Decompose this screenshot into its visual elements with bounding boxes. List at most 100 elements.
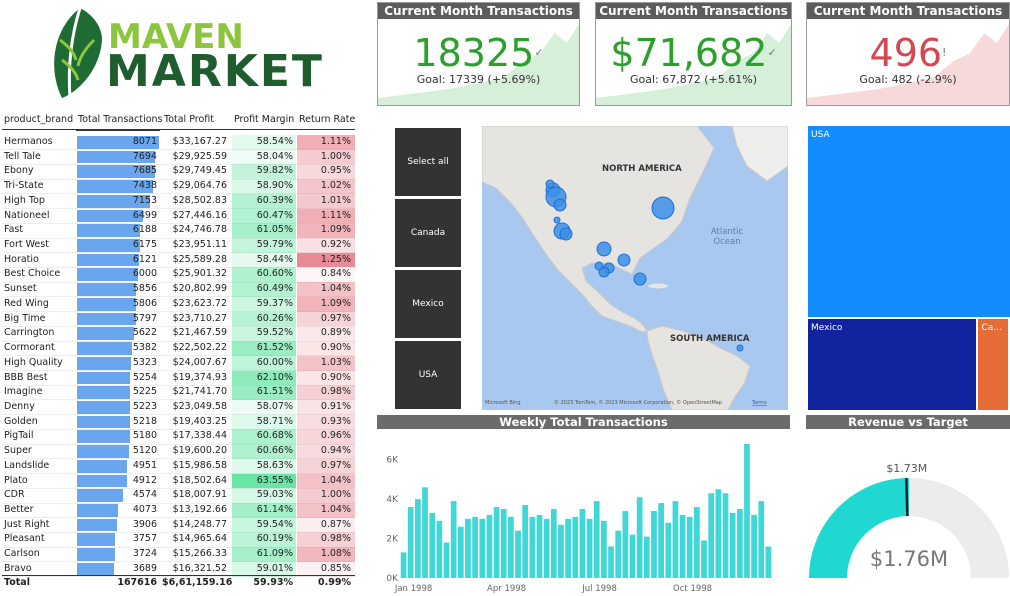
table-cell: 4912 <box>132 474 157 486</box>
table-cell: 0.98% <box>320 386 351 398</box>
bar <box>758 501 765 578</box>
return-cell-bg <box>297 296 355 312</box>
slicer-button[interactable]: Select all <box>395 128 461 196</box>
table-cell: 59.79% <box>256 239 293 251</box>
return-cell-bg <box>297 267 355 283</box>
margin-cell-bg <box>232 179 296 194</box>
table-cell: 63.55% <box>256 474 293 486</box>
table-cell: $20,802.99 <box>172 283 227 295</box>
row-rule <box>2 502 355 504</box>
table-cell: 60.26% <box>256 312 293 324</box>
return-cell-bg <box>297 208 355 224</box>
return-cell-bg <box>297 355 355 371</box>
margin-cell-bg <box>232 282 296 297</box>
table-cell: Tri-State <box>4 180 44 192</box>
table-cell: 1.08% <box>320 548 351 560</box>
return-cell-bg <box>297 341 355 356</box>
slicer-button[interactable]: USA <box>395 341 461 409</box>
table-cell: 0.94% <box>320 445 351 457</box>
bar <box>736 509 743 578</box>
header-rule <box>2 129 355 130</box>
chart-title: Weekly Total Transactions <box>377 415 790 429</box>
x-tick-label: Oct 1998 <box>673 584 712 594</box>
table-cell: $19,374.93 <box>172 371 227 383</box>
bar <box>615 530 622 578</box>
table-cell: $23,710.27 <box>172 312 227 324</box>
return-cell-bg <box>297 238 355 253</box>
land <box>648 283 668 289</box>
bar <box>744 443 750 578</box>
target-label: $1.73M <box>886 462 927 475</box>
gauge-target <box>905 478 909 517</box>
return-cell-bg <box>297 561 355 577</box>
row-rule <box>2 428 355 430</box>
bar <box>558 524 564 578</box>
slicer-button[interactable]: Mexico <box>395 270 461 338</box>
kpi-value-text: $71,682 <box>610 31 768 75</box>
table-cell: $23,623.72 <box>172 297 227 309</box>
bar <box>636 497 643 578</box>
transactions-bar <box>77 504 119 517</box>
total-cell: 167616 <box>117 577 157 588</box>
margin-cell-bg <box>232 135 296 150</box>
gauge-fill <box>809 478 909 578</box>
margin-cell-bg <box>232 399 296 415</box>
table-cell: 58.44% <box>256 253 293 265</box>
return-cell-bg <box>297 164 355 180</box>
transactions-bar <box>77 180 153 193</box>
x-tick-label: Jul 1998 <box>581 584 617 594</box>
kpi-icon: ✓ <box>534 46 544 59</box>
bar <box>486 514 493 578</box>
row-rule <box>2 473 355 475</box>
table-cell: 1.00% <box>320 150 351 162</box>
table-cell: 1.25% <box>320 253 351 265</box>
land <box>731 126 788 182</box>
bar <box>508 516 514 578</box>
return-cell-bg <box>297 517 355 533</box>
row-rule <box>2 237 355 239</box>
sparkline-area <box>807 24 1009 105</box>
slicer-button[interactable]: Canada <box>395 199 461 267</box>
table-cell: $17,338.44 <box>172 430 227 442</box>
bar <box>565 518 571 578</box>
table-cell: 7685 <box>132 165 157 177</box>
transactions-bar <box>77 224 140 238</box>
return-cell-bg <box>297 282 355 297</box>
table-cell: 60.00% <box>256 356 293 368</box>
bar <box>608 546 614 578</box>
table-cell: 59.54% <box>256 518 293 530</box>
table-cell: Better <box>4 504 34 515</box>
table-cell: Imagine <box>4 386 43 398</box>
table-cell: $18,007.91 <box>172 489 227 501</box>
table-cell: Red Wing <box>4 297 49 309</box>
kpi-goal: Goal: 17339 (+5.69%) <box>416 73 541 86</box>
return-cell-bg <box>297 135 355 150</box>
map-label: SOUTH AMERICA <box>670 334 750 344</box>
table-cell: $15,986.58 <box>172 459 227 471</box>
transactions-bar <box>77 533 116 547</box>
table-cell: 5180 <box>132 430 157 442</box>
table-cell: 59.01% <box>256 562 293 574</box>
table-cell: $33,167.27 <box>172 136 227 147</box>
transactions-bar <box>77 356 132 370</box>
map-terms[interactable]: Terms <box>751 400 767 406</box>
transactions-bar <box>77 400 131 414</box>
table-cell: $18,502.64 <box>172 474 227 486</box>
table-cell: 58.71% <box>256 415 293 427</box>
bar <box>593 501 600 578</box>
logo-line1: MAVEN <box>108 17 244 57</box>
table-cell: $24,007.67 <box>172 356 227 368</box>
bar <box>572 516 579 578</box>
table-cell: $29,925.59 <box>172 150 227 162</box>
table-cell: 61.09% <box>256 548 293 560</box>
transactions-bar <box>77 239 140 252</box>
table-cell: 1.02% <box>320 180 351 192</box>
margin-cell-bg <box>232 547 296 562</box>
return-cell-bg <box>297 252 355 268</box>
kpi-title: Current Month Transactions <box>596 3 791 19</box>
return-cell-bg <box>297 429 355 445</box>
table-cell: BBB Best <box>4 371 48 383</box>
table-cell: Fort West <box>4 239 49 251</box>
table-cell: Plato <box>4 474 28 486</box>
row-rule <box>2 311 355 313</box>
